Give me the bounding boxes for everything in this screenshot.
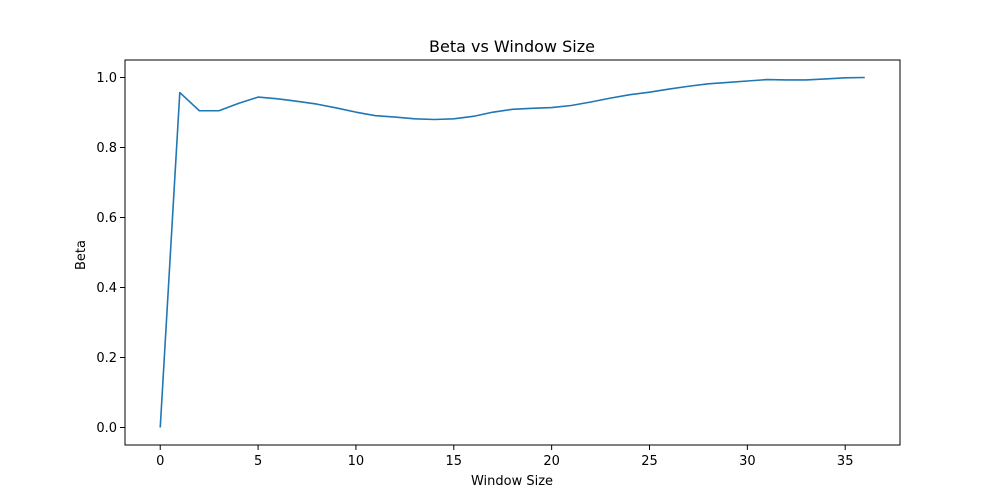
- chart-title: Beta vs Window Size: [429, 37, 595, 56]
- x-tick-label: 10: [348, 454, 365, 469]
- y-tick-label: 1.0: [96, 71, 117, 86]
- x-tick-label: 15: [446, 454, 463, 469]
- x-axis-label: Window Size: [471, 474, 553, 489]
- plot-area: [159, 76, 865, 428]
- x-tick-label: 0: [156, 454, 164, 469]
- y-axis: 0.0 0.2 0.4 0.6 0.8 1.0: [96, 71, 125, 436]
- beta-series-line: [159, 76, 865, 428]
- y-tick-label: 0.2: [96, 351, 117, 366]
- y-tick-label: 0.0: [96, 421, 117, 436]
- x-tick-label: 5: [254, 454, 262, 469]
- y-tick-label: 0.4: [96, 281, 117, 296]
- x-tick-label: 25: [641, 454, 658, 469]
- x-tick-label: 30: [739, 454, 756, 469]
- x-tick-label: 20: [543, 454, 560, 469]
- plot-frame: [124, 59, 901, 446]
- y-axis-label: Beta: [74, 240, 89, 270]
- x-tick-label: 35: [837, 454, 854, 469]
- x-axis: 0 5 10 15 20 25 30 35: [156, 445, 853, 469]
- y-tick-label: 0.6: [96, 211, 117, 226]
- y-tick-label: 0.8: [96, 141, 117, 156]
